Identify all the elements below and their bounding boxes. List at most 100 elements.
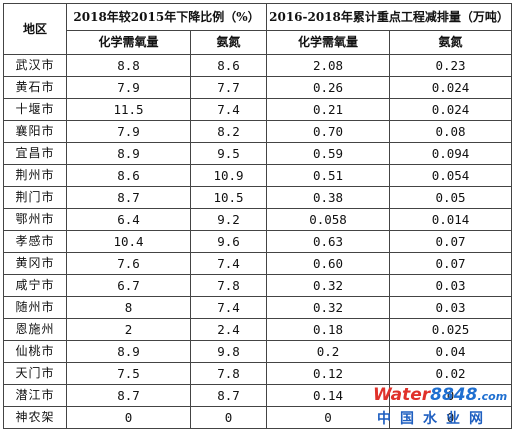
cod-reduction-cell: 0.12 — [266, 362, 391, 385]
region-cell: 荆门市 — [3, 186, 67, 209]
region-cell: 咸宁市 — [3, 274, 67, 297]
table-row: 武汉市 8.8 8.6 2.08 0.23 — [3, 54, 513, 77]
ammonia-reduction-cell: 0.07 — [389, 230, 513, 253]
table-row: 黄石市 7.9 7.7 0.26 0.024 — [3, 76, 513, 99]
cod-pct-cell: 8.9 — [66, 340, 191, 363]
ammonia-reduction-cell: 0.03 — [389, 296, 513, 319]
cod-pct-cell: 8.7 — [66, 186, 191, 209]
ammonia-pct-cell: 7.4 — [189, 296, 268, 319]
table-row: 神农架 0 0 0 0 — [3, 406, 513, 429]
cod-pct-cell: 8 — [66, 296, 191, 319]
table-row: 潜江市 8.7 8.7 0.14 0 — [3, 384, 513, 407]
reduction-amount-header: 2016-2018年累计重点工程减排量（万吨） — [266, 3, 513, 31]
table-row: 黄冈市 7.6 7.4 0.60 0.07 — [3, 252, 513, 275]
decline-ratio-header: 2018年较2015年下降比例（%） — [65, 3, 268, 31]
ammonia-pct-cell: 9.6 — [189, 230, 268, 253]
watermark-word: Water — [373, 385, 431, 405]
cod-pct-cell: 7.6 — [66, 252, 191, 275]
table-body: 武汉市 8.8 8.6 2.08 0.23 黄石市 7.9 7.7 0.26 0.024 十堰市 11… — [3, 54, 513, 429]
cod-reduction-cell: 0.32 — [266, 296, 391, 319]
cod-reduction-cell: 2.08 — [266, 54, 391, 77]
region-cell: 襄阳市 — [3, 120, 67, 143]
table-row: 襄阳市 7.9 8.2 0.70 0.08 — [3, 120, 513, 143]
region-cell: 仙桃市 — [3, 340, 67, 363]
ammonia-pct-cell: 7.4 — [189, 98, 268, 121]
cod-reduction-cell: 0.21 — [266, 98, 391, 121]
cod-reduction-cell: 0.70 — [266, 120, 391, 143]
cod-reduction-cell: 0.60 — [266, 252, 391, 275]
cod-reduction-header: 化学需氧量 — [266, 30, 391, 55]
cod-reduction-cell: 0.51 — [266, 164, 391, 187]
table-row: 恩施州 2 2.4 0.18 0.025 — [3, 318, 513, 341]
ammonia-reduction-cell: 0.08 — [389, 120, 513, 143]
ammonia-pct-cell: 10.5 — [189, 186, 268, 209]
region-cell: 潜江市 — [3, 384, 67, 407]
ammonia-reduction-header: 氨氮 — [389, 30, 513, 55]
ammonia-pct-cell: 7.8 — [189, 274, 268, 297]
ammonia-pct-cell: 9.2 — [189, 208, 268, 231]
table-row: 孝感市 10.4 9.6 0.63 0.07 — [3, 230, 513, 253]
cod-reduction-cell: 0.2 — [266, 340, 391, 363]
table-row: 荆州市 8.6 10.9 0.51 0.054 — [3, 164, 513, 187]
cod-pct-cell: 6.4 — [66, 208, 191, 231]
table-row: 咸宁市 6.7 7.8 0.32 0.03 — [3, 274, 513, 297]
region-cell: 黄石市 — [3, 76, 67, 99]
ammonia-pct-header: 氨氮 — [189, 30, 268, 55]
watermark-brand: Water8848.com — [373, 385, 507, 405]
ammonia-reduction-cell: 0.054 — [389, 164, 513, 187]
emission-table: 地区 2018年较2015年下降比例（%） 2016-2018年累计重点工程减排… — [3, 3, 513, 429]
region-cell: 随州市 — [3, 296, 67, 319]
table-row: 宜昌市 8.9 9.5 0.59 0.094 — [3, 142, 513, 165]
cod-pct-cell: 0 — [66, 406, 191, 429]
header-row-1: 地区 2018年较2015年下降比例（%） 2016-2018年累计重点工程减排… — [3, 3, 513, 55]
cod-pct-cell: 8.9 — [66, 142, 191, 165]
cod-pct-cell: 8.7 — [66, 384, 191, 407]
region-cell: 神农架 — [3, 406, 67, 429]
ammonia-reduction-cell: 0.094 — [389, 142, 513, 165]
region-cell: 荆州市 — [3, 164, 67, 187]
site-watermark: Water8848.com 中国水业网 — [373, 385, 508, 427]
ammonia-pct-cell: 9.5 — [189, 142, 268, 165]
ammonia-reduction-cell: 0.07 — [389, 252, 513, 275]
ammonia-pct-cell: 0 — [189, 406, 268, 429]
ammonia-pct-cell: 8.7 — [189, 384, 268, 407]
ammonia-reduction-cell: 0.024 — [389, 76, 513, 99]
table-row: 仙桃市 8.9 9.8 0.2 0.04 — [3, 340, 513, 363]
table-row: 鄂州市 6.4 9.2 0.058 0.014 — [3, 208, 513, 231]
cod-reduction-cell: 0.18 — [266, 318, 391, 341]
cod-reduction-cell: 0.26 — [266, 76, 391, 99]
ammonia-pct-cell: 8.6 — [189, 54, 268, 77]
cod-pct-cell: 8.6 — [66, 164, 191, 187]
cod-reduction-cell: 0.38 — [266, 186, 391, 209]
cod-pct-cell: 6.7 — [66, 274, 191, 297]
region-cell: 恩施州 — [3, 318, 67, 341]
cod-pct-cell: 7.9 — [66, 120, 191, 143]
cod-pct-cell: 7.5 — [66, 362, 191, 385]
region-header: 地区 — [3, 3, 67, 55]
region-cell: 鄂州市 — [3, 208, 67, 231]
ammonia-reduction-cell: 0.02 — [389, 362, 513, 385]
cod-pct-header: 化学需氧量 — [66, 30, 191, 55]
ammonia-reduction-cell: 0.05 — [389, 186, 513, 209]
watermark-cn-name: 中国水业网 — [377, 411, 492, 427]
cod-pct-cell: 11.5 — [66, 98, 191, 121]
table-row: 十堰市 11.5 7.4 0.21 0.024 — [3, 98, 513, 121]
cod-reduction-cell: 0.058 — [266, 208, 391, 231]
watermark-suffix: .com — [477, 390, 508, 403]
table-row: 荆门市 8.7 10.5 0.38 0.05 — [3, 186, 513, 209]
ammonia-reduction-cell: 0.03 — [389, 274, 513, 297]
ammonia-reduction-cell: 0.04 — [389, 340, 513, 363]
table-row: 随州市 8 7.4 0.32 0.03 — [3, 296, 513, 319]
region-cell: 十堰市 — [3, 98, 67, 121]
ammonia-pct-cell: 2.4 — [189, 318, 268, 341]
ammonia-pct-cell: 7.7 — [189, 76, 268, 99]
ammonia-reduction-cell: 0.025 — [389, 318, 513, 341]
ammonia-reduction-cell: 0.024 — [389, 98, 513, 121]
cod-reduction-cell: 0.32 — [266, 274, 391, 297]
cod-reduction-cell: 0.14 — [266, 384, 391, 407]
cod-reduction-cell: 0 — [266, 406, 391, 429]
ammonia-pct-cell: 7.4 — [189, 252, 268, 275]
cod-pct-cell: 2 — [66, 318, 191, 341]
ammonia-pct-cell: 9.8 — [189, 340, 268, 363]
ammonia-pct-cell: 8.2 — [189, 120, 268, 143]
